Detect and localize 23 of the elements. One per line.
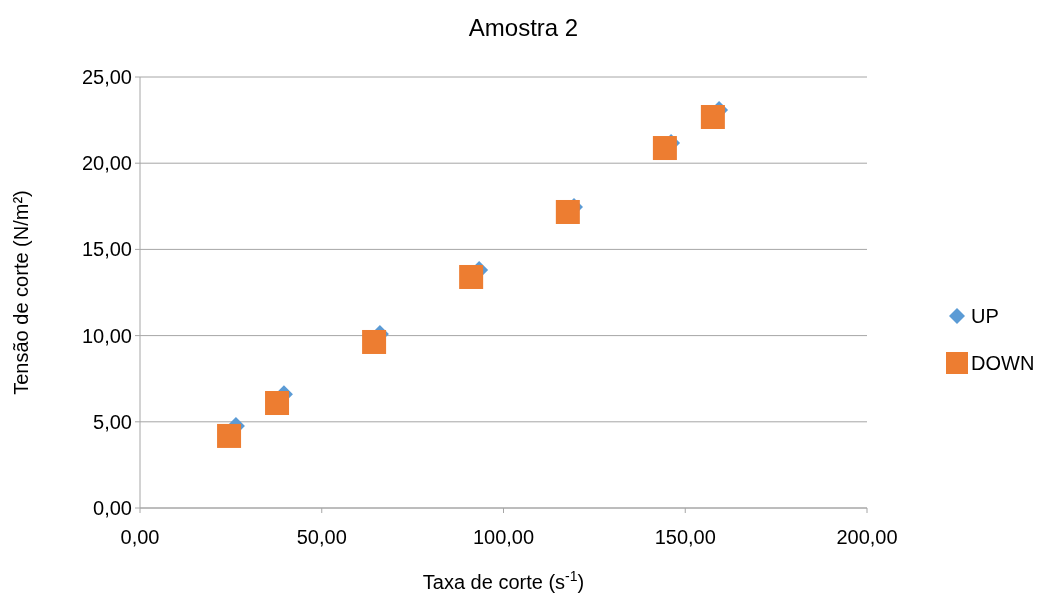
point	[362, 329, 387, 354]
y-tick-label: 10,00	[81, 324, 132, 347]
legend-label: DOWN	[971, 352, 1035, 374]
x-tick-label: 50,00	[296, 526, 347, 548]
x-axis-title: Taxa de corte (s$^{-1}$)	[422, 568, 585, 593]
point	[652, 136, 677, 161]
y-tick-label: 0,00	[93, 497, 132, 519]
y-tick-label: 5,00	[93, 410, 132, 433]
x-tick-label: 0,00	[120, 526, 160, 548]
y-tick-label: 15,00	[81, 238, 132, 261]
point	[700, 105, 725, 129]
y-tick-label: 20,00	[81, 152, 132, 175]
chart-title: Amostra 2	[468, 14, 579, 41]
point	[459, 264, 484, 289]
x-tick-label: 100,00	[472, 526, 535, 548]
y-axis-title: Tensão de corte (N/m²)	[10, 190, 32, 395]
x-tick-label: 200,00	[836, 526, 898, 548]
point	[265, 391, 290, 416]
point	[217, 423, 242, 448]
y-tick-label: 25,00	[81, 66, 132, 88]
legend-label: UP	[971, 305, 999, 327]
point	[555, 199, 580, 224]
x-tick-label: 150,00	[654, 526, 716, 548]
